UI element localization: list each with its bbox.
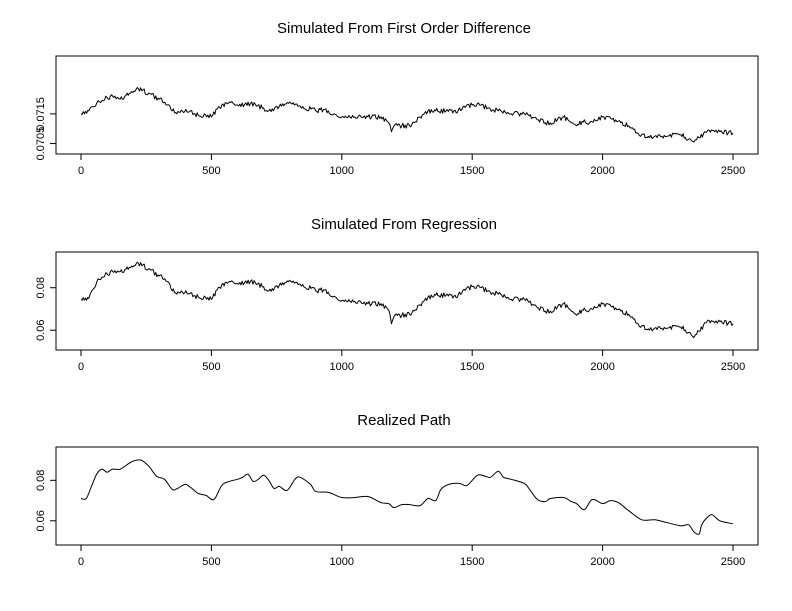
x-tick-label: 500 (202, 361, 220, 373)
x-axis: 0 500 1000 1500 2000 2500 (78, 154, 745, 177)
plot-frame (55, 446, 759, 546)
x-tick-label: 1000 (330, 361, 354, 373)
x-tick-label: 2500 (721, 556, 745, 568)
y-axis: 0.06 0.08 (35, 277, 56, 341)
x-tick-label: 1000 (330, 556, 354, 568)
x-tick-label: 2000 (590, 361, 614, 373)
series-line (80, 261, 734, 339)
x-tick-label: 1000 (330, 165, 354, 177)
x-tick-label: 0 (78, 165, 84, 177)
series-group (80, 261, 734, 339)
y-axis: 0.06 0.08 (35, 470, 56, 531)
panel-regression: Simulated From Regression 0 500 1000 1500 20… (35, 216, 759, 373)
x-tick-label: 2000 (590, 556, 614, 568)
x-axis: 0 500 1000 1500 2000 2500 (78, 545, 745, 568)
y-tick-label: 0.08 (35, 470, 47, 491)
x-tick-label: 0 (78, 361, 84, 373)
series-group (80, 87, 734, 143)
x-tick-label: 500 (202, 556, 220, 568)
x-tick-label: 2500 (721, 361, 745, 373)
x-tick-label: 1500 (460, 165, 484, 177)
panel-title: Realized Path (357, 412, 450, 429)
plot-frame (55, 251, 759, 351)
x-tick-label: 1500 (460, 361, 484, 373)
y-tick-label: 0.06 (35, 510, 47, 531)
x-axis: 0 500 1000 1500 2000 2500 (78, 350, 745, 373)
y-tick-label: 0.08 (35, 277, 47, 298)
panel-first-order-difference: Simulated From First Order Difference 0 5… (35, 20, 759, 177)
x-tick-label: 500 (202, 165, 220, 177)
y-tick-label: 0.0715 (35, 97, 47, 131)
series-group (80, 459, 734, 535)
plot-frame (55, 55, 759, 155)
y-tick-label: 0.06 (35, 319, 47, 340)
y-tick-label: 0.0705 (35, 127, 47, 161)
panel-realized-path: Realized Path 0 500 1000 1500 2000 2500 0.060… (35, 412, 759, 568)
x-tick-label: 2500 (721, 165, 745, 177)
x-tick-label: 0 (78, 556, 84, 568)
panel-title: Simulated From First Order Difference (277, 20, 531, 37)
x-tick-label: 2000 (590, 165, 614, 177)
x-tick-label: 1500 (460, 556, 484, 568)
series-line (80, 87, 734, 143)
series-line (80, 459, 734, 535)
panel-title: Simulated From Regression (311, 216, 497, 233)
